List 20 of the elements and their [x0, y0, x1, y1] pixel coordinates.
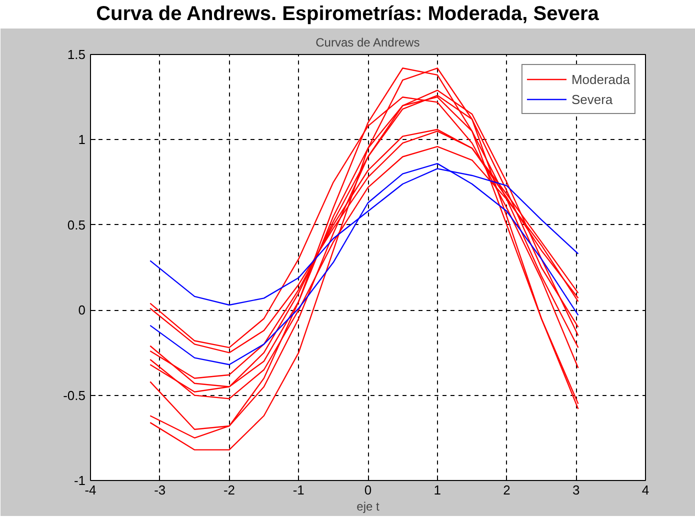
- x-tick-label: 1: [434, 482, 441, 498]
- chart-title: Curva de Andrews. Espirometrías: Moderada, Severa: [96, 2, 599, 27]
- y-tick-label: 1: [78, 132, 86, 148]
- x-tick-label: -1: [292, 482, 304, 498]
- chart-subtitle: Curvas de Andrews: [316, 36, 420, 50]
- y-tick-label: 0.5: [67, 217, 86, 232]
- y-tick-label: 1.5: [67, 47, 86, 62]
- x-tick-label: 3: [572, 482, 580, 498]
- y-tick-label: 0: [78, 302, 86, 318]
- legend-label: Severa: [571, 92, 613, 106]
- y-tick-label: -0.5: [63, 388, 86, 403]
- y-tick-label: -1: [74, 473, 86, 488]
- x-axis-title: eje t: [356, 500, 380, 514]
- x-tick-label: 0: [364, 482, 372, 498]
- x-tick-label: -4: [84, 482, 96, 498]
- x-tick-label: 4: [642, 482, 650, 498]
- x-tick-label: 2: [503, 482, 510, 498]
- legend-label: Moderada: [571, 72, 630, 86]
- x-tick-label: -3: [154, 482, 166, 498]
- x-tick-label: -2: [223, 482, 236, 498]
